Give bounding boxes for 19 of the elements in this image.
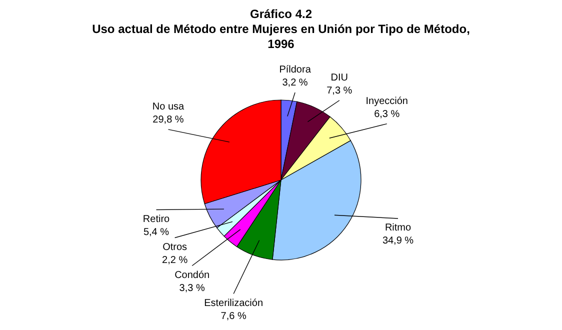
slice-label: Retiro (142, 214, 170, 225)
data-label: 6,3 % (374, 108, 400, 120)
data-label: 3,3 % (179, 282, 205, 294)
slice-label: Inyección (366, 96, 408, 107)
data-label: 7,6 % (220, 310, 246, 322)
data-label: 29,8 % (152, 114, 184, 126)
data-label: 34,9 % (382, 236, 414, 247)
slice-label: DIU (330, 72, 348, 84)
slice-label: Ritmo (384, 222, 412, 234)
slice-label: Condón (174, 270, 210, 281)
data-label: 2,2 % (162, 254, 188, 266)
slice-label: Esterilización (204, 298, 264, 309)
data-label: 7,3 % (326, 85, 352, 96)
slice-label: Otros (162, 242, 188, 253)
slice-label: Píldora (279, 64, 312, 76)
chart-title: Gráfico 4.2 Uso actual de Método entre Mujeres en Unión por Tipo de Método, 1996 (92, 7, 470, 51)
data-label: 5,4 % (143, 226, 170, 238)
slice-label: No usa (152, 101, 185, 112)
data-label: 3,2 % (282, 77, 308, 88)
